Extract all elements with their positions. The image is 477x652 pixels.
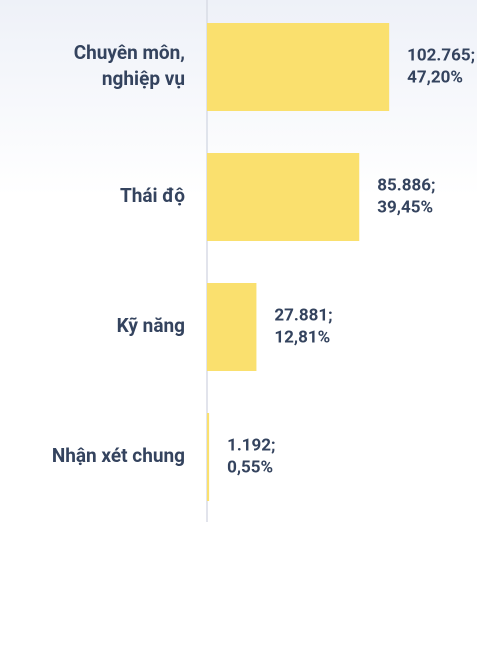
bar <box>207 23 390 111</box>
value-label: 47,20% <box>407 67 463 87</box>
value-label: 102.765; <box>407 45 475 65</box>
category-label: Thái độ <box>120 184 185 207</box>
bar <box>207 283 257 371</box>
category-label: Chuyên môn, nghiệp vụ <box>74 41 185 90</box>
bar <box>207 153 360 241</box>
value-label: 1.192; <box>227 435 275 455</box>
category-label: Kỹ năng <box>117 314 185 337</box>
category-label: Nhận xét chung <box>52 444 185 467</box>
value-label: 0,55% <box>227 457 273 477</box>
bar <box>207 413 210 501</box>
value-label: 27.881; <box>274 305 332 325</box>
value-label: 39,45% <box>377 197 433 217</box>
value-label: 85.886; <box>377 175 435 195</box>
value-label: 12,81% <box>274 327 330 347</box>
